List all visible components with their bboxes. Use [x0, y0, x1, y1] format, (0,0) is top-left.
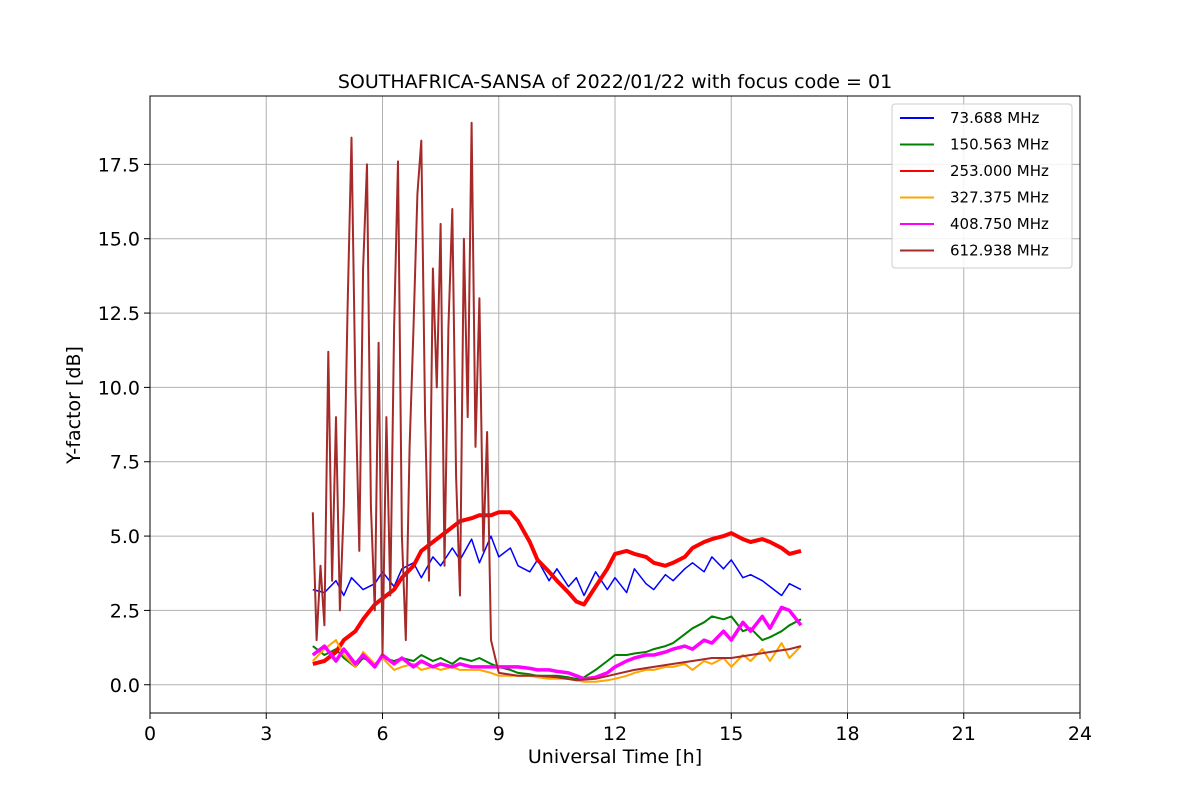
- x-tick-label: 21: [952, 723, 976, 745]
- y-tick-label: 2.5: [110, 600, 140, 622]
- x-tick-label: 9: [493, 723, 505, 745]
- series-line-6: [311, 121, 802, 682]
- x-tick-label: 0: [144, 723, 156, 745]
- grid-lines: [150, 96, 1080, 713]
- y-tick-label: 12.5: [98, 303, 140, 325]
- y-tick-label: 15.0: [98, 229, 140, 251]
- y-tick-label: 10.0: [98, 377, 140, 399]
- axis-ticks: 0 3 6 9 12 15 18 21 24 0.0 2.5 5.0 7.5 10.0 12.5 15.0 17…: [98, 154, 1092, 745]
- x-tick-label: 3: [260, 723, 272, 745]
- x-tick-label: 18: [835, 723, 859, 745]
- y-tick-label: 5.0: [110, 526, 140, 548]
- chart-title: SOUTHAFRICA-SANSA of 2022/01/22 with foc…: [338, 71, 892, 93]
- legend: 73.688 MHz 150.563 MHz 253.000 MHz 327.375 …: [891, 103, 1073, 269]
- series-lines: [311, 121, 803, 683]
- x-tick-label: 6: [376, 723, 388, 745]
- legend-label: 150.563 MHz: [950, 136, 1049, 154]
- y-tick-label: 0.0: [110, 675, 140, 697]
- series-line-1: [312, 535, 802, 597]
- x-tick-label: 12: [603, 723, 627, 745]
- x-tick-label: 24: [1068, 723, 1092, 745]
- y-tick-label: 7.5: [110, 452, 140, 474]
- y-axis-label: Y-factor [dB]: [63, 346, 85, 465]
- series-line-4: [312, 639, 802, 683]
- x-tick-label: 15: [719, 723, 743, 745]
- legend-box: [891, 103, 1073, 269]
- y-tick-label: 17.5: [98, 154, 140, 176]
- legend-label: 253.000 MHz: [950, 162, 1049, 180]
- legend-label: 73.688 MHz: [950, 109, 1039, 127]
- legend-label: 327.375 MHz: [950, 189, 1049, 207]
- series-line-5: [311, 605, 803, 681]
- x-axis-label: Universal Time [h]: [528, 746, 702, 768]
- series-line-3: [312, 510, 802, 666]
- legend-label: 408.750 MHz: [950, 215, 1049, 233]
- legend-label: 612.938 MHz: [950, 242, 1049, 260]
